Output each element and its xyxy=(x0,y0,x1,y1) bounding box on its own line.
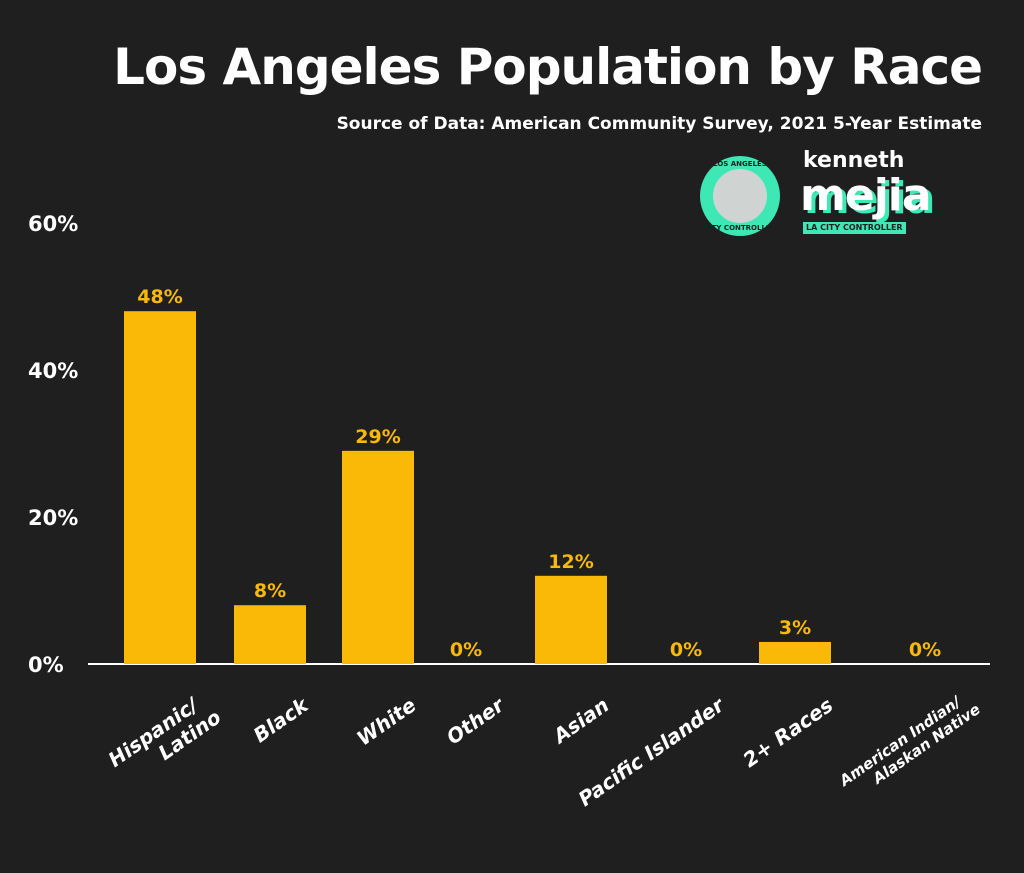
x-tick-label: Asian xyxy=(547,693,613,749)
x-tick-label: 2+ Races xyxy=(738,693,837,772)
x-tick-label-line: White xyxy=(352,693,420,751)
bar-value-label: 0% xyxy=(909,639,941,661)
bar-value-label: 3% xyxy=(779,617,811,639)
x-tick-label-line: Asian xyxy=(547,693,613,749)
bar-value-label: 29% xyxy=(355,426,400,448)
chart-subtitle: Source of Data: American Community Surve… xyxy=(336,114,982,134)
y-tick-label: 60% xyxy=(28,212,78,236)
x-tick-label-line: Other xyxy=(442,692,509,749)
bar-value-label: 48% xyxy=(137,286,182,308)
y-tick-label: 40% xyxy=(28,359,78,383)
city-controller-seal: LOS ANGELES CITY CONTROLLER xyxy=(700,156,780,236)
bar xyxy=(535,575,607,664)
x-tick-label-line: Black xyxy=(249,692,314,747)
x-tick-label: White xyxy=(352,693,420,751)
seal-bottom-text: CITY CONTROLLER xyxy=(703,224,777,232)
logo-last-name: mejia xyxy=(800,170,932,221)
x-tick-label: Black xyxy=(249,692,314,747)
kenneth-mejia-logo: LOS ANGELES CITY CONTROLLER kenneth meji… xyxy=(700,150,990,238)
bar-value-label: 0% xyxy=(670,639,702,661)
chart-title: Los Angeles Population by Race xyxy=(113,38,983,96)
y-tick-label: 0% xyxy=(28,653,64,677)
logo-first-name: kenneth xyxy=(803,148,905,173)
bar-value-label: 8% xyxy=(254,580,286,602)
x-tick-label: American Indian/Alaskan Native xyxy=(835,686,983,805)
seal-top-text: LOS ANGELES xyxy=(713,160,767,168)
bar-value-label: 12% xyxy=(548,551,593,573)
x-tick-label-line: 2+ Races xyxy=(738,693,837,772)
corgi-emblem-icon xyxy=(713,169,767,223)
bar xyxy=(234,605,306,664)
logo-tagline: LA CITY CONTROLLER xyxy=(803,222,906,234)
bar xyxy=(342,450,414,664)
bar xyxy=(124,311,196,664)
x-tick-label: Hispanic/Latino xyxy=(104,686,226,791)
y-tick-label: 20% xyxy=(28,506,78,530)
bar-value-label: 0% xyxy=(450,639,482,661)
bar xyxy=(759,641,831,664)
x-tick-label: Other xyxy=(442,692,509,749)
